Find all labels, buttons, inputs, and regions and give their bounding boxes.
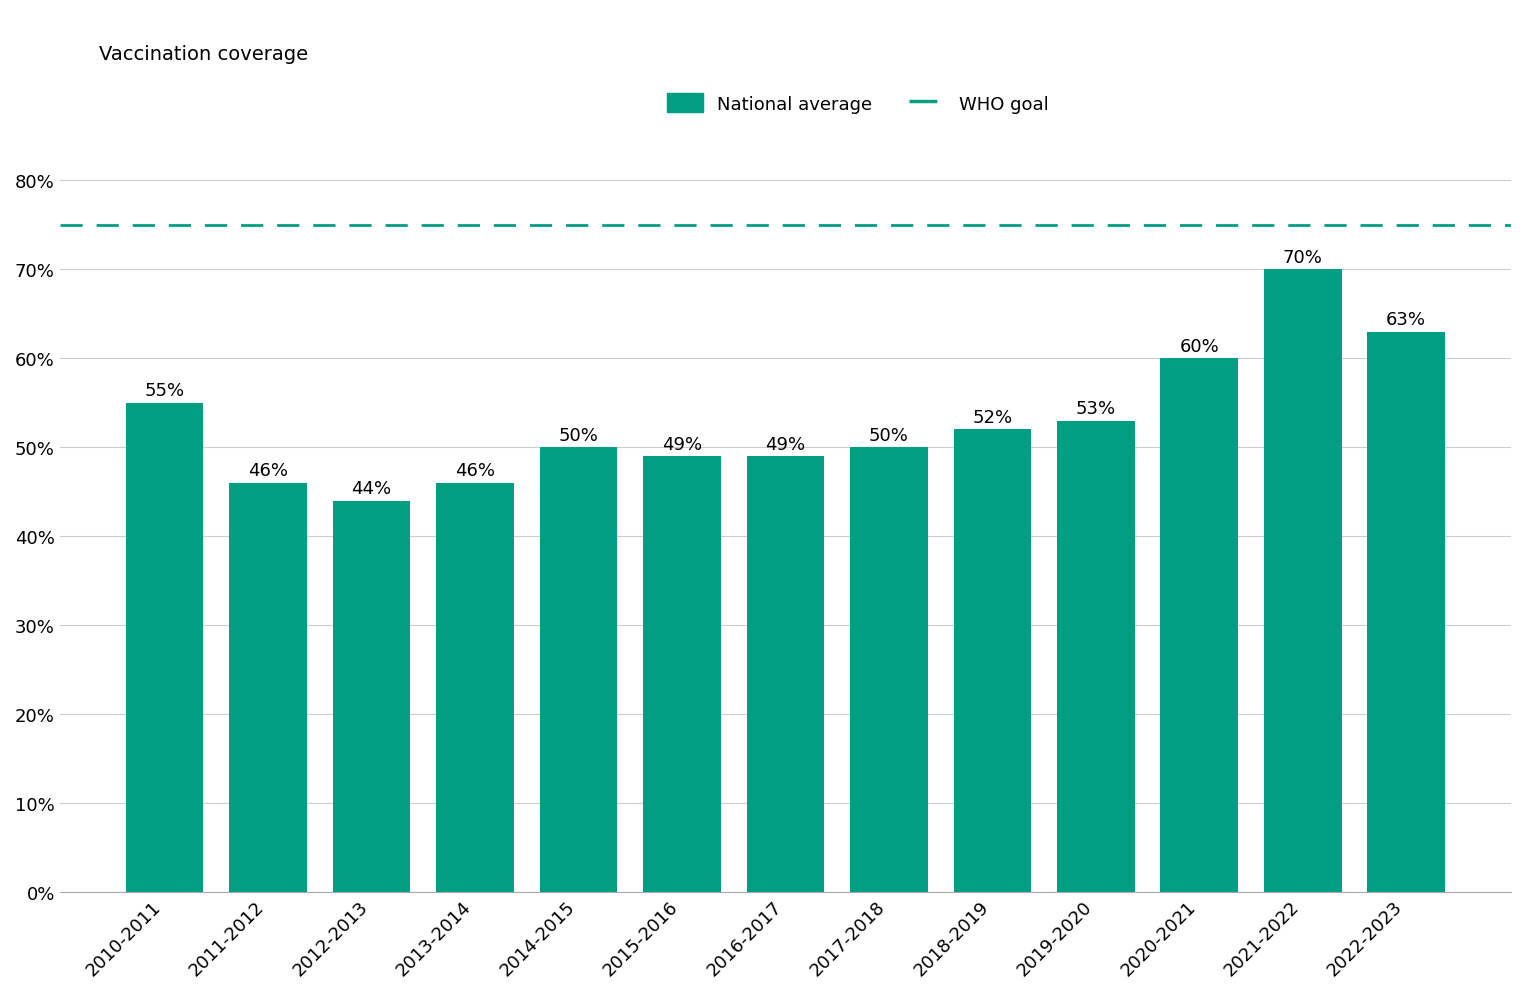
Text: 53%: 53%	[1076, 400, 1116, 417]
Bar	[1264, 270, 1341, 893]
Bar	[954, 430, 1032, 893]
Bar	[436, 483, 514, 893]
Bar	[1160, 359, 1238, 893]
Text: 55%: 55%	[145, 382, 185, 400]
Legend: National average, WHO goal: National average, WHO goal	[658, 85, 1058, 122]
Bar	[642, 456, 720, 893]
Text: 50%: 50%	[559, 426, 598, 444]
Bar	[1367, 332, 1445, 893]
Text: 60%: 60%	[1180, 337, 1219, 356]
Text: 49%: 49%	[662, 435, 702, 453]
Text: 46%: 46%	[455, 462, 494, 480]
Bar	[746, 456, 824, 893]
Bar	[540, 448, 617, 893]
Text: 70%: 70%	[1283, 248, 1323, 266]
Text: 46%: 46%	[249, 462, 288, 480]
Bar	[229, 483, 307, 893]
Text: 50%: 50%	[868, 426, 909, 444]
Bar	[125, 404, 203, 893]
Bar	[850, 448, 928, 893]
Text: 63%: 63%	[1386, 311, 1427, 329]
Text: Vaccination coverage: Vaccination coverage	[99, 45, 308, 64]
Text: 49%: 49%	[766, 435, 806, 453]
Bar	[333, 501, 410, 893]
Bar	[1058, 421, 1135, 893]
Text: 44%: 44%	[351, 480, 392, 498]
Text: 52%: 52%	[972, 409, 1012, 426]
